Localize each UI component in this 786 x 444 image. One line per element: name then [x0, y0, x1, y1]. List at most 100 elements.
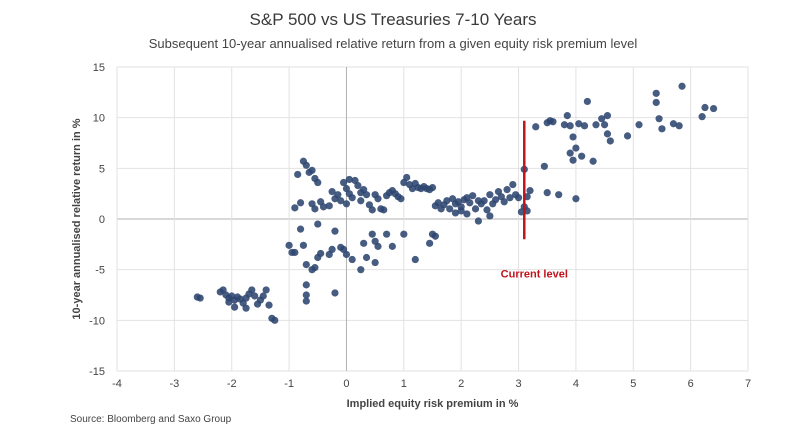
data-point [357, 266, 365, 274]
data-point [403, 173, 411, 182]
data-point [503, 186, 511, 194]
data-point [451, 209, 460, 217]
x-tick-label: -1 [284, 378, 294, 390]
data-point [603, 112, 612, 120]
data-point [652, 98, 660, 107]
data-point [388, 242, 396, 250]
data-point [569, 156, 577, 164]
data-point [540, 162, 548, 170]
data-point [334, 191, 342, 199]
data-point [331, 289, 339, 297]
data-point [652, 89, 660, 97]
data-point [259, 292, 267, 300]
data-point [575, 120, 583, 128]
data-point [342, 200, 351, 208]
data-point [262, 286, 270, 294]
data-point [342, 250, 351, 259]
data-point [543, 189, 551, 197]
data-point [308, 166, 316, 174]
data-point [563, 112, 571, 120]
data-point [566, 122, 574, 130]
data-point [428, 183, 437, 192]
x-tick-label: 2 [458, 378, 464, 390]
data-point [572, 144, 580, 152]
y-tick-label: 0 [99, 214, 105, 226]
data-point [371, 258, 379, 267]
data-point [354, 181, 362, 190]
data-point [603, 130, 612, 138]
data-point [271, 316, 279, 324]
data-point [466, 199, 474, 207]
data-point [296, 225, 305, 233]
data-point [675, 122, 683, 130]
data-point [486, 212, 494, 220]
data-point [623, 132, 632, 140]
data-point [572, 195, 580, 203]
x-tick-label: 1 [401, 378, 407, 390]
data-point [311, 264, 319, 272]
data-point [655, 115, 663, 123]
data-point [471, 205, 480, 213]
data-point [509, 180, 517, 189]
data-point [296, 199, 305, 207]
data-point [589, 157, 597, 165]
data-point [480, 197, 488, 205]
data-point [514, 194, 523, 202]
y-tick-label: 5 [99, 163, 105, 175]
data-point [446, 205, 454, 213]
data-point [380, 206, 388, 214]
data-point [606, 137, 614, 145]
data-point [474, 217, 482, 225]
data-point [291, 248, 299, 257]
data-point [368, 206, 376, 214]
data-point [374, 195, 382, 203]
data-points [193, 82, 718, 324]
data-point [492, 196, 500, 204]
data-point [248, 286, 256, 294]
data-point [302, 161, 310, 169]
data-point [578, 152, 586, 160]
x-tick-label: 3 [515, 378, 521, 390]
x-tick-label: -3 [169, 378, 179, 390]
data-point [302, 297, 310, 305]
source-note: Source: Bloomberg and Saxo Group [70, 414, 232, 425]
data-point [397, 195, 405, 203]
x-tick-label: 6 [688, 378, 694, 390]
data-point [698, 113, 706, 121]
data-point [434, 199, 442, 207]
data-point [314, 178, 322, 187]
current-level-annotation: Current level [501, 120, 568, 280]
data-point [319, 203, 328, 211]
data-point [337, 197, 345, 205]
data-point [486, 191, 494, 199]
data-point [678, 82, 686, 90]
y-axis-label: 10-year annualised relative return in % [71, 118, 83, 319]
current-level-label: Current level [501, 268, 568, 280]
grid-lines [116, 66, 749, 372]
data-point [291, 204, 299, 212]
data-point [251, 292, 259, 300]
data-point [592, 121, 600, 129]
x-tick-label: -4 [112, 378, 122, 390]
data-point [411, 255, 419, 264]
data-point [348, 255, 356, 264]
data-point [299, 241, 308, 249]
data-point [463, 210, 471, 218]
data-point [360, 239, 368, 247]
data-point [526, 187, 534, 195]
x-tick-label: 4 [573, 378, 579, 390]
data-point [701, 103, 709, 112]
data-point [339, 178, 348, 187]
data-point [560, 121, 569, 129]
data-point [549, 118, 557, 126]
data-point [328, 188, 336, 196]
data-point [383, 230, 391, 238]
data-point [709, 104, 718, 113]
x-tick-label: 0 [343, 378, 349, 390]
x-tick-label: -2 [227, 378, 237, 390]
data-point [580, 122, 589, 130]
data-point [302, 261, 310, 269]
data-point [658, 125, 666, 133]
